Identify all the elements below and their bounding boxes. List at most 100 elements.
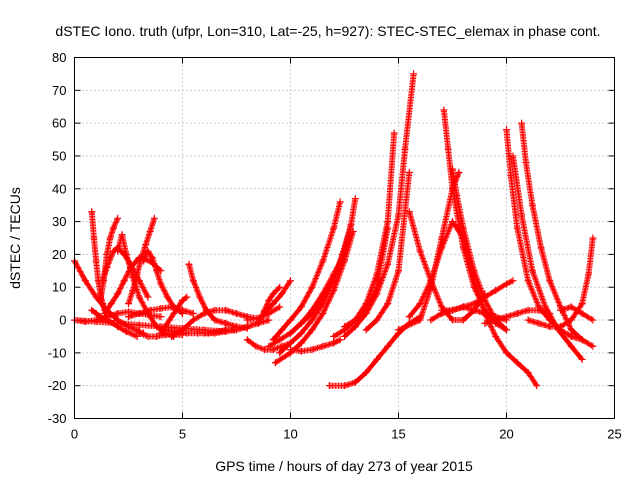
data-point [325,382,333,390]
data-series-17 [125,303,197,321]
data-point [455,168,463,176]
x-tick-label: 20 [499,427,513,442]
data-point [297,347,305,355]
data-point [578,309,586,317]
data-point [509,152,517,160]
data-series-9 [114,231,178,340]
data-point [492,287,500,295]
data-point [341,332,348,340]
data-point [114,214,122,222]
data-point [546,277,554,285]
data-point [503,126,510,134]
data-point [114,309,122,317]
data-point [518,119,526,127]
data-point [135,293,143,301]
data-point [297,303,305,311]
data-point [287,277,294,285]
data-point [189,277,197,285]
data-point [90,234,98,242]
data-point [168,303,176,311]
data-point [144,293,152,301]
data-point [578,355,586,363]
y-tick-label: 40 [52,181,66,196]
data-point [319,309,327,317]
data-point [405,208,413,216]
data-point [438,244,446,252]
data-point [179,326,186,334]
data-point [405,313,413,321]
x-tick-label: 15 [391,427,405,442]
data-point [449,316,456,324]
data-series-46 [481,306,554,327]
data-point [135,321,143,329]
data-point [319,257,327,265]
y-tick-label: 10 [52,280,66,295]
data-point [384,342,392,350]
data-point [297,319,305,327]
data-point [589,316,597,324]
data-point [585,270,593,278]
data-point [222,328,230,336]
data-point [157,305,165,313]
data-point [135,309,143,317]
data-series-5 [88,306,141,340]
data-point [200,309,208,317]
data-series-40 [438,277,517,314]
data-point [99,277,107,285]
data-point [211,306,219,314]
data-point [546,309,554,317]
data-point [373,283,381,291]
y-tick-label: 30 [52,214,66,229]
data-point [567,316,575,324]
data-point [341,382,348,390]
data-point [524,277,532,285]
data-point [122,250,130,258]
data-point [276,336,284,344]
data-point [265,296,273,304]
data-point [336,198,344,206]
data-point [243,316,251,324]
x-axis-label: GPS time / hours of day 273 of year 2015 [215,458,473,474]
data-point [278,290,286,298]
data-point [589,234,597,242]
data-point [261,346,269,354]
data-point [509,277,517,285]
y-tick-label: 60 [52,116,66,131]
data-point [150,214,158,222]
data-point [416,247,424,255]
data-point [200,329,208,337]
data-point [157,329,165,337]
data-point [109,224,117,232]
data-point [330,287,338,295]
data-point [166,316,174,324]
x-tick-label: 5 [179,427,186,442]
data-point [373,316,381,324]
data-point [243,336,251,344]
data-point [196,293,204,301]
data-series-27 [269,198,344,344]
data-point [416,300,424,308]
data-point [233,326,240,334]
y-tick-label: 50 [52,148,66,163]
data-point [459,316,467,324]
data-point [308,283,316,291]
data-point [168,332,176,340]
data-series-30 [341,70,418,340]
data-point [287,346,294,354]
data-point [470,277,478,285]
data-point [470,300,478,308]
data-point [440,106,448,114]
data-point [129,287,137,295]
data-point [362,326,370,334]
data-point [528,201,536,209]
data-point [194,329,202,337]
data-point [330,332,338,340]
data-series-36 [440,106,510,334]
data-point [103,264,111,272]
data-point [395,211,402,219]
data-point [410,70,418,78]
data-point [557,306,564,314]
data-series-21 [261,277,294,317]
data-point [416,316,424,324]
data-point [533,382,541,390]
